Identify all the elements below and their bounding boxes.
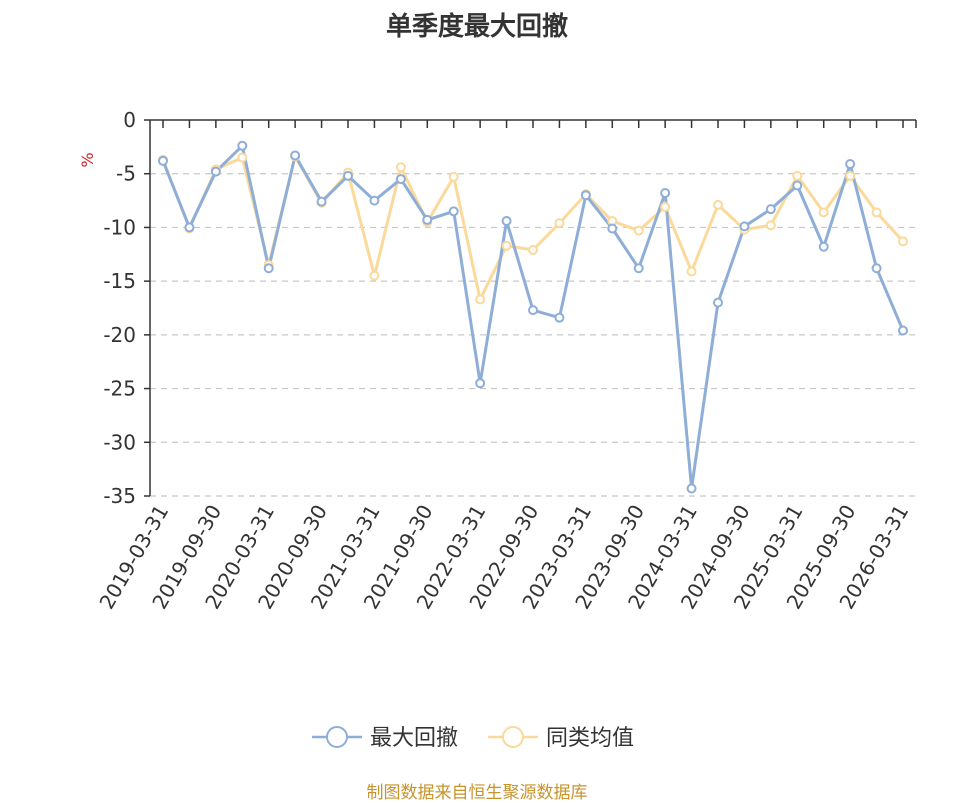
data-point[interactable] [871,207,882,218]
data-point[interactable] [528,244,538,255]
data-point[interactable] [528,305,538,316]
data-point[interactable] [633,225,644,236]
data-point[interactable] [158,155,168,166]
data-point[interactable] [765,204,776,215]
data-point[interactable] [580,190,591,201]
data-point[interactable] [448,171,459,182]
data-point[interactable] [607,223,618,234]
legend-label[interactable]: 最大回撤 [370,726,458,751]
data-point[interactable] [818,241,829,252]
data-point[interactable] [237,152,248,163]
data-point[interactable] [316,196,327,207]
data-point[interactable] [501,240,512,251]
data-point[interactable] [686,483,697,494]
legend: 最大回撤 同类均值 [312,726,634,751]
data-point[interactable] [713,297,723,308]
y-axis-label: % [78,152,97,167]
series [158,140,908,494]
y-tick-label: -30 [103,430,136,454]
legend-marker [502,726,524,748]
data-point[interactable] [713,199,723,210]
legend-marker [326,726,348,748]
series-line-max-drawdown [161,144,905,490]
y-tick-label: -10 [103,215,136,239]
legend-label[interactable]: 同类均值 [546,726,634,751]
data-point[interactable] [660,188,671,199]
data-point[interactable] [686,266,697,277]
data-point[interactable] [290,150,301,161]
data-point[interactable] [818,207,829,218]
y-tick-label: 0 [123,108,136,132]
data-point[interactable] [554,312,565,323]
data-point[interactable] [739,221,750,232]
data-point[interactable] [633,263,644,274]
data-point[interactable] [395,174,406,185]
data-point[interactable] [343,170,353,181]
data-point[interactable] [871,263,882,274]
y-tick-label: -20 [103,323,136,347]
data-point[interactable] [184,222,195,233]
grid-lines [150,173,916,497]
data-point[interactable] [422,214,433,225]
data-point[interactable] [792,170,803,181]
data-point[interactable] [845,170,856,181]
data-point[interactable] [765,220,776,231]
data-point[interactable] [898,325,908,336]
y-tick-label: -35 [103,484,136,508]
data-point[interactable] [792,180,803,191]
data-point[interactable] [660,202,671,213]
data-point[interactable] [845,159,856,170]
y-tick-label: -5 [116,162,136,186]
data-point[interactable] [210,166,221,177]
chart-title: 单季度最大回撤 [385,12,568,42]
data-point[interactable] [554,218,565,229]
data-point[interactable] [448,206,459,217]
data-source-note: 制图数据来自恒生聚源数据库 [366,783,588,803]
data-point[interactable] [898,236,908,247]
data-point[interactable] [369,195,380,206]
data-point[interactable] [369,270,380,281]
data-point[interactable] [263,263,274,274]
y-tick-label: -15 [103,269,136,293]
data-point[interactable] [475,378,486,389]
y-tick-label: -25 [103,377,136,401]
data-point[interactable] [475,294,486,305]
data-point[interactable] [237,140,248,151]
data-point[interactable] [395,162,406,173]
data-point[interactable] [501,215,512,226]
